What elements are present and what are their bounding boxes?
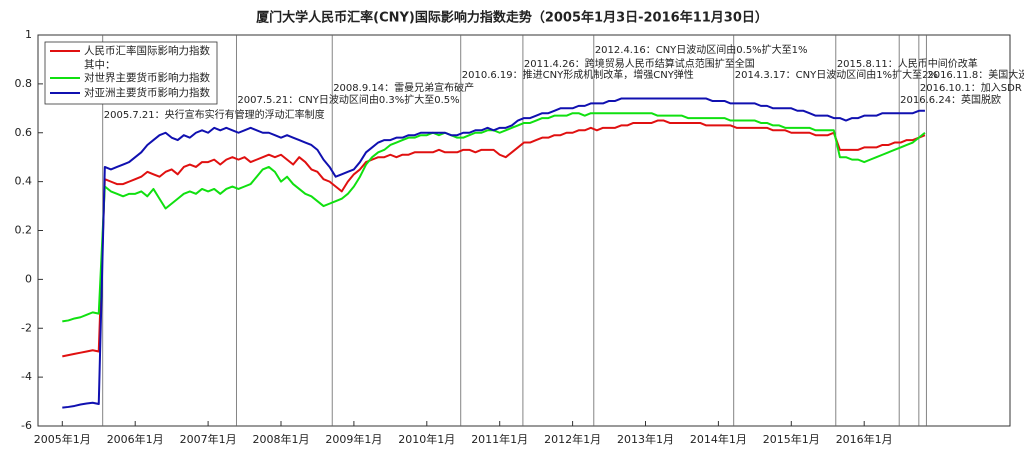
event-label: 2016.10.1：加入SDR bbox=[920, 82, 1022, 94]
chart-title: 厦门大学人民币汇率(CNY)国际影响力指数走势（2005年1月3日-2016年1… bbox=[256, 10, 768, 26]
legend-note: 其中： bbox=[84, 58, 116, 71]
event-label: 2011.4.26：跨境贸易人民币结算试点范围扩至全国 bbox=[524, 57, 755, 70]
y-tick-label: -2 bbox=[21, 321, 32, 334]
x-tick-label: 2014年1月 bbox=[690, 432, 747, 446]
event-label: 2014.3.17：CNY日波动区间由1%扩大至2% bbox=[735, 68, 938, 81]
event-label: 2008.9.14：雷曼兄弟宣布破产 bbox=[333, 81, 474, 94]
x-tick-label: 2016年1月 bbox=[836, 432, 893, 446]
x-tick-label: 2013年1月 bbox=[617, 432, 674, 446]
x-tick-label: 2005年1月 bbox=[34, 432, 91, 446]
y-tick-label: 0.2 bbox=[15, 224, 33, 237]
x-tick-label: 2011年1月 bbox=[471, 432, 528, 446]
y-tick-label: 0.8 bbox=[15, 77, 33, 90]
x-tick-label: 2012年1月 bbox=[544, 432, 601, 446]
x-tick-label: 2009年1月 bbox=[325, 432, 382, 446]
y-tick-label: 0 bbox=[25, 272, 32, 285]
event-label: 2012.4.16：CNY日波动区间由0.5%扩大至1% bbox=[595, 43, 808, 56]
x-tick-label: 2015年1月 bbox=[763, 432, 820, 446]
event-label: 2005.7.21：央行宣布实行有管理的浮动汇率制度 bbox=[104, 108, 325, 121]
legend-label: 人民币汇率国际影响力指数 bbox=[84, 44, 210, 57]
event-label: 2007.5.21：CNY日波动区间由0.3%扩大至0.5% bbox=[237, 93, 459, 106]
y-tick-label: -6 bbox=[21, 419, 32, 432]
x-tick-label: 2006年1月 bbox=[107, 432, 164, 446]
legend-label: 对世界主要货币影响力指数 bbox=[84, 71, 210, 84]
y-tick-label: -4 bbox=[21, 370, 32, 383]
event-label: 2016.6.24：英国脱欧 bbox=[900, 93, 1001, 106]
x-tick-label: 2008年1月 bbox=[253, 432, 310, 446]
series-line bbox=[62, 119, 926, 358]
legend-label: 对亚洲主要货币影响力指数 bbox=[84, 86, 210, 99]
y-tick-label: 0.4 bbox=[15, 175, 33, 188]
event-label: 2015.8.11：人民币中间价改革 bbox=[837, 57, 978, 70]
event-label: 2016.11.8：美国大选 bbox=[927, 68, 1024, 81]
event-label: 2010.6.19：推进CNY形成机制改革，增强CNY弹性 bbox=[462, 68, 694, 81]
y-tick-label: 1 bbox=[25, 28, 32, 41]
series-line bbox=[62, 97, 925, 409]
x-tick-label: 2010年1月 bbox=[398, 432, 455, 446]
x-tick-label: 2007年1月 bbox=[180, 432, 237, 446]
y-tick-label: 0.6 bbox=[15, 126, 33, 139]
